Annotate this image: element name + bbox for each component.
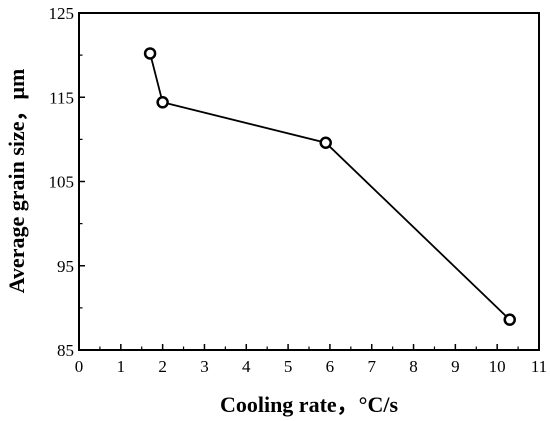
- y-axis-title: Average grain size，μm: [4, 69, 29, 294]
- x-tick-label: 1: [117, 357, 126, 376]
- x-tick-label: 7: [367, 357, 376, 376]
- series-lines: [149, 53, 511, 321]
- y-tick-label: 85: [57, 341, 74, 360]
- data-point: [156, 96, 169, 109]
- series-line: [149, 53, 511, 321]
- x-tick-label: 9: [451, 357, 460, 376]
- y-tick-label: 95: [57, 257, 74, 276]
- data-point: [319, 136, 332, 149]
- x-axis-ticks: 0 1 2 3 4 5 6 7 8 9 10 11: [75, 344, 547, 376]
- y-tick-label: 105: [49, 173, 75, 192]
- series-points: [143, 47, 516, 326]
- x-tick-label: 2: [158, 357, 167, 376]
- y-tick-label: 115: [49, 88, 74, 107]
- x-tick-label: 10: [489, 357, 506, 376]
- x-axis-title: Cooling rate，°C/s: [220, 392, 399, 417]
- data-point: [143, 47, 157, 60]
- data-point: [503, 313, 516, 326]
- x-tick-label: 11: [531, 357, 547, 376]
- plot-frame: [78, 12, 540, 351]
- x-tick-label: 8: [409, 357, 418, 376]
- x-tick-label: 4: [242, 357, 251, 376]
- x-tick-label: 5: [284, 357, 293, 376]
- x-tick-label: 0: [75, 357, 84, 376]
- y-axis-ticks: 85 95 105 115 125: [49, 4, 85, 360]
- x-tick-label: 3: [200, 357, 209, 376]
- x-tick-label: 6: [326, 357, 335, 376]
- y-tick-label: 125: [49, 4, 75, 23]
